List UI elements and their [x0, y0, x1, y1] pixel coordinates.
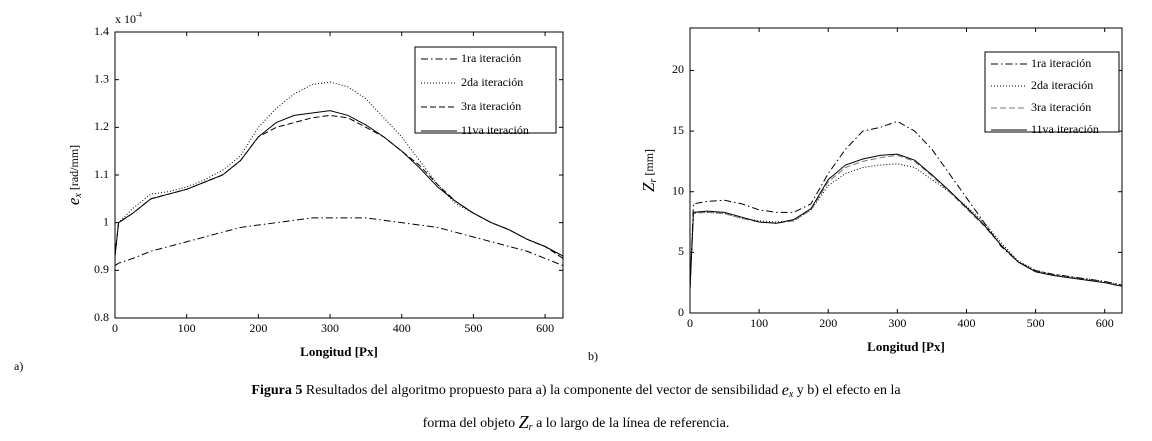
legend-label: 1ra iteración	[461, 51, 521, 65]
caption-symbol: e	[782, 382, 789, 399]
y-tick-label: 1.2	[94, 119, 109, 133]
series-line	[689, 153, 1123, 289]
legend-label: 11va iteración	[1031, 122, 1099, 136]
series-line	[114, 81, 564, 257]
y-axis-subscript: x	[73, 193, 84, 199]
panel-label: a)	[14, 359, 23, 373]
x-tick-label: 400	[393, 321, 411, 335]
y-axis-label: Zr [mm]	[639, 149, 659, 192]
x-tick-label: 100	[750, 316, 768, 330]
x-axis-label: Longitud [Px]	[300, 344, 378, 359]
y-axis-unit: [rad/mm]	[67, 145, 81, 193]
plot-frame	[689, 27, 1123, 314]
caption-text: a lo largo de la línea de referencia.	[533, 416, 730, 431]
y-tick-label: 5	[678, 244, 684, 258]
y-tick-label: 0.8	[94, 310, 109, 324]
y-tick-label: 1	[103, 214, 109, 228]
legend-label: 1ra iteración	[1031, 56, 1091, 70]
y-multiplier-base: x 10	[115, 12, 136, 26]
caption-label: Figura 5	[251, 383, 302, 398]
x-tick-label: 500	[1027, 316, 1045, 330]
x-tick-label: 500	[464, 321, 482, 335]
y-axis-label: ex [rad/mm]	[64, 145, 84, 205]
y-tick-label: 0	[678, 305, 684, 319]
caption-text: Resultados del algoritmo propuesto para …	[302, 383, 781, 398]
y-tick-label: 1.3	[94, 71, 109, 85]
caption-text: forma del objeto	[423, 416, 519, 431]
x-tick-label: 0	[112, 321, 118, 335]
legend-label: 3ra iteración	[1031, 100, 1091, 114]
series-line	[689, 154, 1123, 289]
y-axis-subscript: r	[648, 179, 659, 183]
series-line	[114, 110, 564, 257]
caption-symbol: Z	[519, 412, 530, 432]
caption-subscript: x	[788, 389, 794, 400]
legend-box	[414, 46, 557, 134]
legend-label: 2da iteración	[1031, 78, 1093, 92]
caption-subscript: r	[529, 422, 533, 433]
series-line	[689, 120, 1123, 289]
x-axis-label: Longitud [Px]	[867, 339, 945, 354]
x-tick-label: 300	[321, 321, 339, 335]
x-tick-label: 600	[536, 321, 554, 335]
y-tick-label: 1.1	[94, 167, 109, 181]
caption-text: y b) el efecto en la	[793, 383, 901, 398]
series-line	[114, 217, 564, 267]
caption-line: Figura 5 Resultados del algoritmo propue…	[251, 382, 901, 401]
y-multiplier: x 10-4	[115, 11, 142, 26]
caption-line: forma del objeto Zr a lo largo de la lín…	[423, 412, 730, 433]
y-tick-label: 10	[672, 183, 684, 197]
y-tick-label: 20	[672, 62, 684, 76]
legend-label: 11va iteración	[461, 123, 529, 137]
series-line	[689, 163, 1123, 289]
series-line	[114, 114, 564, 259]
x-tick-label: 300	[888, 316, 906, 330]
y-axis-symbol: Z	[639, 182, 658, 192]
legend-label: 2da iteración	[461, 75, 523, 89]
legend-box	[984, 51, 1120, 133]
y-multiplier-exp: -4	[136, 11, 142, 19]
y-axis-symbol: e	[64, 197, 83, 205]
y-tick-label: 15	[672, 123, 684, 137]
y-tick-label: 1.4	[94, 24, 109, 38]
x-tick-label: 600	[1096, 316, 1114, 330]
x-tick-label: 200	[819, 316, 837, 330]
x-tick-label: 0	[687, 316, 693, 330]
y-tick-label: 0.9	[94, 262, 109, 276]
panel-label: b)	[588, 349, 598, 363]
x-tick-label: 200	[249, 321, 267, 335]
x-tick-label: 100	[178, 321, 196, 335]
legend-label: 3ra iteración	[461, 99, 521, 113]
y-axis-unit: [mm]	[642, 149, 656, 179]
x-tick-label: 400	[957, 316, 975, 330]
